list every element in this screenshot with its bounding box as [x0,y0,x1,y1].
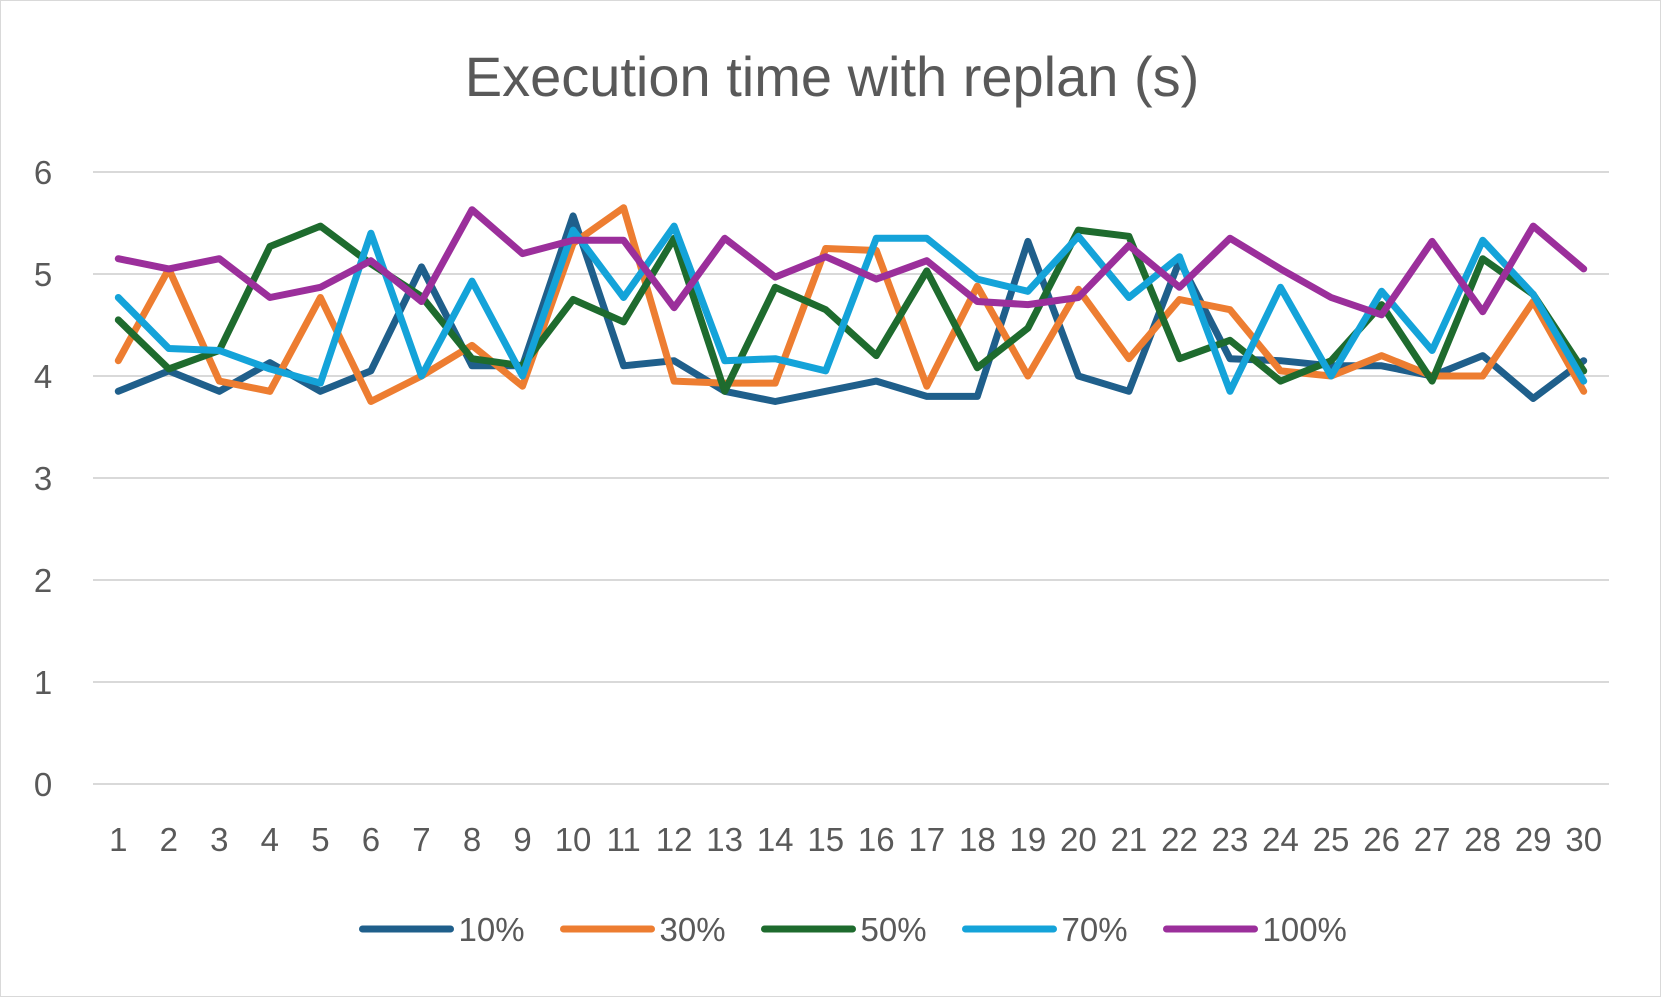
y-tick-label-6: 6 [34,154,52,191]
x-tick-label-10: 10 [555,821,592,858]
x-tick-label-1: 1 [109,821,127,858]
x-tick-label-13: 13 [706,821,743,858]
legend-item-100pct: 100% [1163,911,1347,948]
gridlines [93,171,1609,785]
y-tick-label-4: 4 [34,358,52,395]
x-tick-label-15: 15 [807,821,844,858]
legend: 10% 30% 50% 70% 100% [359,911,1347,948]
x-tick-label-29: 29 [1515,821,1552,858]
x-tick-label-30: 30 [1565,821,1602,858]
y-tick-label-1: 1 [34,664,52,701]
x-tick-label-3: 3 [210,821,228,858]
x-tick-label-16: 16 [858,821,895,858]
legend-item-30pct: 30% [560,911,726,948]
x-tick-label-28: 28 [1464,821,1501,858]
x-tick-label-4: 4 [261,821,279,858]
y-tick-label-2: 2 [34,562,52,599]
x-tick-label-5: 5 [311,821,329,858]
y-tick-label-3: 3 [34,460,52,497]
x-tick-label-8: 8 [463,821,481,858]
legend-item-10pct: 10% [359,911,525,948]
x-tick-label-26: 26 [1363,821,1400,858]
x-tick-label-14: 14 [757,821,794,858]
legend-label: 70% [1062,911,1128,948]
x-tick-label-6: 6 [362,821,380,858]
y-tick-label-5: 5 [34,256,52,293]
x-tick-label-11: 11 [606,821,640,858]
legend-label: 30% [660,911,726,948]
x-tick-label-22: 22 [1161,821,1198,858]
series-lines [114,204,1588,405]
x-tick-label-7: 7 [412,821,430,858]
y-tick-label-0: 0 [34,766,52,803]
x-tick-label-25: 25 [1313,821,1350,858]
x-tick-label-12: 12 [656,821,693,858]
x-tick-label-24: 24 [1262,821,1299,858]
series-line-70pct [114,222,1588,395]
legend-item-50pct: 50% [761,911,927,948]
legend-item-70pct: 70% [962,911,1128,948]
x-tick-label-17: 17 [908,821,945,858]
series-line-30pct [114,204,1588,405]
chart-title: Execution time with replan (s) [465,45,1200,108]
legend-label: 100% [1263,911,1347,948]
series-line-100pct [114,206,1588,319]
x-tick-label-23: 23 [1212,821,1249,858]
legend-label: 10% [459,911,525,948]
x-axis-ticks: 1 2 3 4 5 6 7 8 9 10 11 12 13 14 15 16 17 18 19 20 21 22 23 24 2… [109,821,1602,858]
x-tick-label-18: 18 [959,821,996,858]
x-tick-label-21: 21 [1111,821,1148,858]
x-tick-label-19: 19 [1010,821,1047,858]
x-tick-label-27: 27 [1414,821,1451,858]
legend-label: 50% [861,911,927,948]
x-tick-label-2: 2 [160,821,178,858]
x-tick-label-20: 20 [1060,821,1097,858]
y-axis-ticks: 0 1 2 3 4 5 6 [34,154,52,803]
x-tick-label-9: 9 [513,821,531,858]
